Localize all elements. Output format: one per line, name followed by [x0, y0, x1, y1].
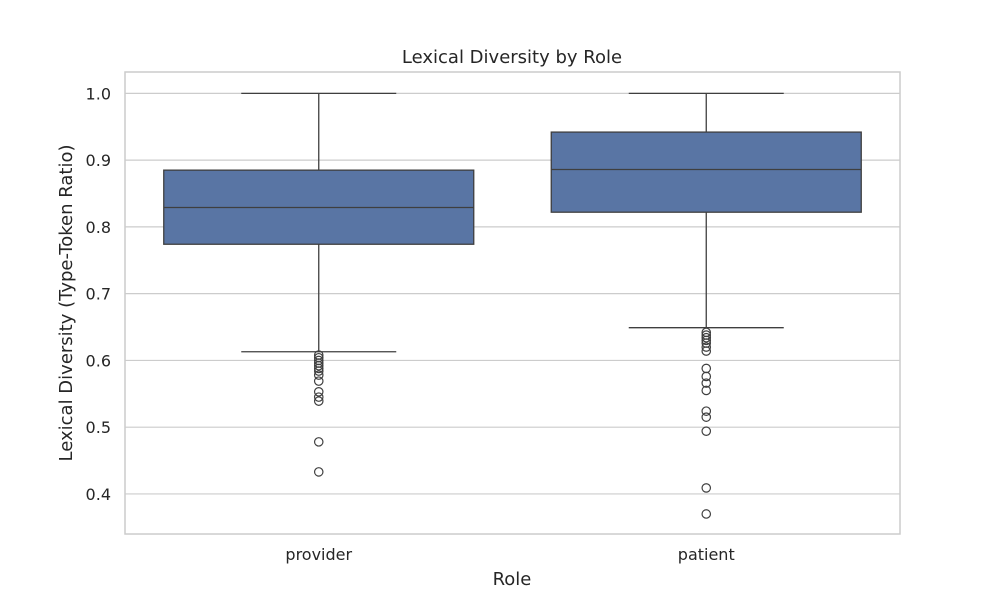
outlier-point	[313, 396, 324, 406]
outlier-point	[701, 342, 712, 352]
outlier-point	[701, 332, 712, 343]
box-group-provider	[163, 92, 475, 477]
outlier-point	[701, 335, 712, 346]
outlier-point	[701, 412, 712, 422]
x-axis-label: Role	[493, 569, 532, 590]
y-tick-label: 0.8	[86, 218, 111, 237]
outlier-point	[701, 385, 712, 396]
outlier-point	[701, 371, 712, 382]
outlier-point	[313, 437, 324, 447]
outlier-point	[701, 346, 712, 356]
y-tick-label: 0.6	[86, 351, 111, 370]
outlier-point	[701, 426, 712, 436]
outlier-point	[701, 483, 712, 493]
plot-frame	[124, 71, 901, 535]
boxes	[163, 92, 862, 519]
outlier-point	[313, 363, 324, 374]
x-tick-label: provider	[285, 545, 352, 564]
tick-labels: 0.4 0.5 0.6 0.7 0.8 0.9 1.0 provider patient	[86, 84, 735, 564]
chart-title: Lexical Diversity by Role	[402, 47, 622, 68]
iqr-box	[550, 131, 862, 213]
outlier-point	[313, 366, 324, 376]
y-tick-label: 0.7	[86, 285, 111, 304]
outlier-point	[313, 467, 324, 477]
outlier-point	[701, 363, 712, 374]
y-tick-label: 0.9	[86, 151, 111, 170]
outlier-point	[701, 509, 712, 519]
outlier-point	[701, 406, 712, 416]
outlier-point	[313, 392, 324, 402]
y-tick-label: 0.4	[86, 485, 111, 504]
y-axis-label: Lexical Diversity (Type-Token Ratio)	[56, 145, 77, 462]
y-tick-label: 0.5	[86, 418, 111, 437]
box-group-patient	[550, 92, 862, 519]
outlier-point	[313, 370, 324, 380]
outlier-point	[313, 386, 324, 397]
outlier-point	[313, 376, 324, 386]
outlier-point	[701, 378, 712, 388]
outlier-point	[313, 360, 324, 371]
x-tick-label: patient	[678, 545, 735, 564]
y-tick-label: 1.0	[86, 84, 111, 103]
